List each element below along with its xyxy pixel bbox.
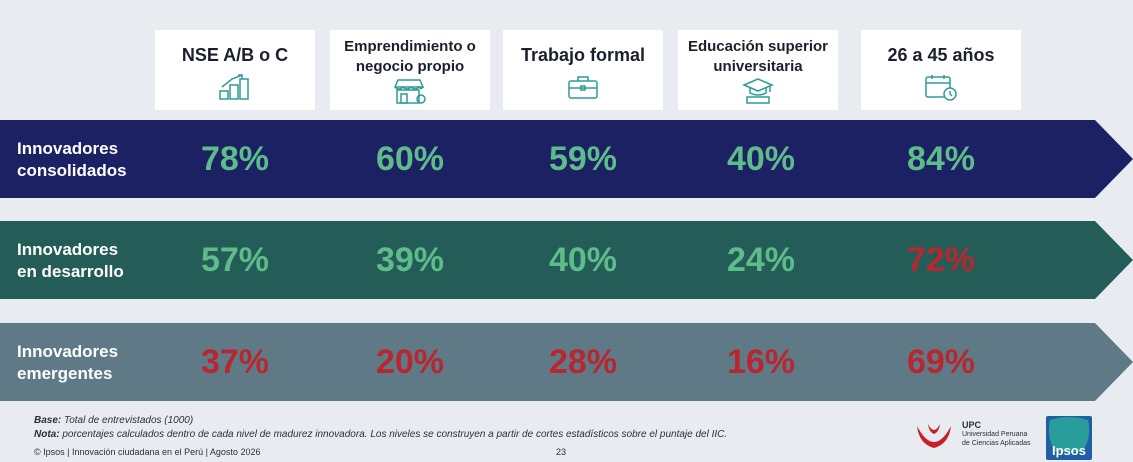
footer-nota-text: porcentajes calculados dentro de cada ni… <box>59 429 728 440</box>
band-label-consolidados: Innovadores consolidados <box>17 139 127 180</box>
header-card-emprendimiento: Emprendimiento o negocio propio <box>330 30 490 110</box>
page-number: 23 <box>556 447 567 457</box>
upc-logo-sub2: de Ciencias Aplicadas <box>962 440 1031 447</box>
band-label-desarrollo: Innovadores en desarrollo <box>17 240 124 281</box>
value-cell: 59% <box>548 139 618 178</box>
footer-nota-label: Nota: <box>34 429 60 440</box>
calendar-clock-icon <box>924 73 958 106</box>
value-cell: 20% <box>375 342 445 381</box>
ipsos-logo: Ipsos <box>1046 416 1092 460</box>
value-cell: 24% <box>726 240 796 279</box>
header-label-nse: NSE A/B o C <box>181 45 289 65</box>
band-label-emergentes: Innovadores emergentes <box>17 342 119 383</box>
value-cell: 39% <box>375 240 445 279</box>
footer-base-label: Base: <box>34 415 62 426</box>
value-cell: 72% <box>906 240 976 279</box>
value-cell: 16% <box>726 342 796 381</box>
value-cell: 84% <box>906 139 976 178</box>
value-cell: 37% <box>200 342 270 381</box>
value-cell: 78% <box>200 139 270 178</box>
upc-logo-sub1: Universidad Peruana <box>962 431 1028 438</box>
value-cell: 40% <box>726 139 796 178</box>
upc-logo-icon <box>913 418 955 459</box>
header-card-trabajo: Trabajo formal <box>503 30 663 110</box>
footer-credit: © Ipsos | Innovación ciudadana en el Per… <box>34 447 261 457</box>
value-cell: 60% <box>375 139 445 178</box>
ipsos-logo-mark-icon <box>1048 417 1090 452</box>
band-consolidados: Innovadores consolidados 78% 60% 59% 40%… <box>0 120 1133 198</box>
band-emergentes: Innovadores emergentes 37% 20% 28% 16% 6… <box>0 323 1133 401</box>
footer-base: Base: Total de entrevistados (1000) <box>34 415 193 426</box>
value-cell: 69% <box>906 342 976 381</box>
briefcase-icon <box>566 73 600 106</box>
header-card-educacion: Educación superior universitaria <box>678 30 838 110</box>
header-card-nse: NSE A/B o C <box>155 30 315 110</box>
band-desarrollo: Innovadores en desarrollo 57% 39% 40% 24… <box>0 221 1133 299</box>
header-label-trabajo: Trabajo formal <box>520 45 646 65</box>
header-label-educacion: Educación superior universitaria <box>687 38 829 75</box>
value-cell: 40% <box>548 240 618 279</box>
header-label-emprendimiento: Emprendimiento o negocio propio <box>344 38 476 75</box>
footer-base-text: Total de entrevistados (1000) <box>61 415 194 426</box>
header-card-edad: 26 a 45 años <box>861 30 1021 110</box>
ipsos-logo-text: Ipsos <box>1052 443 1086 458</box>
header-label-edad: 26 a 45 años <box>887 45 995 65</box>
value-cell: 28% <box>548 342 618 381</box>
storefront-icon <box>393 77 427 110</box>
value-cell: 57% <box>200 240 270 279</box>
footer-nota: Nota: porcentajes calculados dentro de c… <box>34 429 727 440</box>
upc-logo-title: UPC <box>962 420 982 430</box>
growth-steps-icon <box>218 73 252 106</box>
graduation-cap-icon <box>741 77 775 110</box>
